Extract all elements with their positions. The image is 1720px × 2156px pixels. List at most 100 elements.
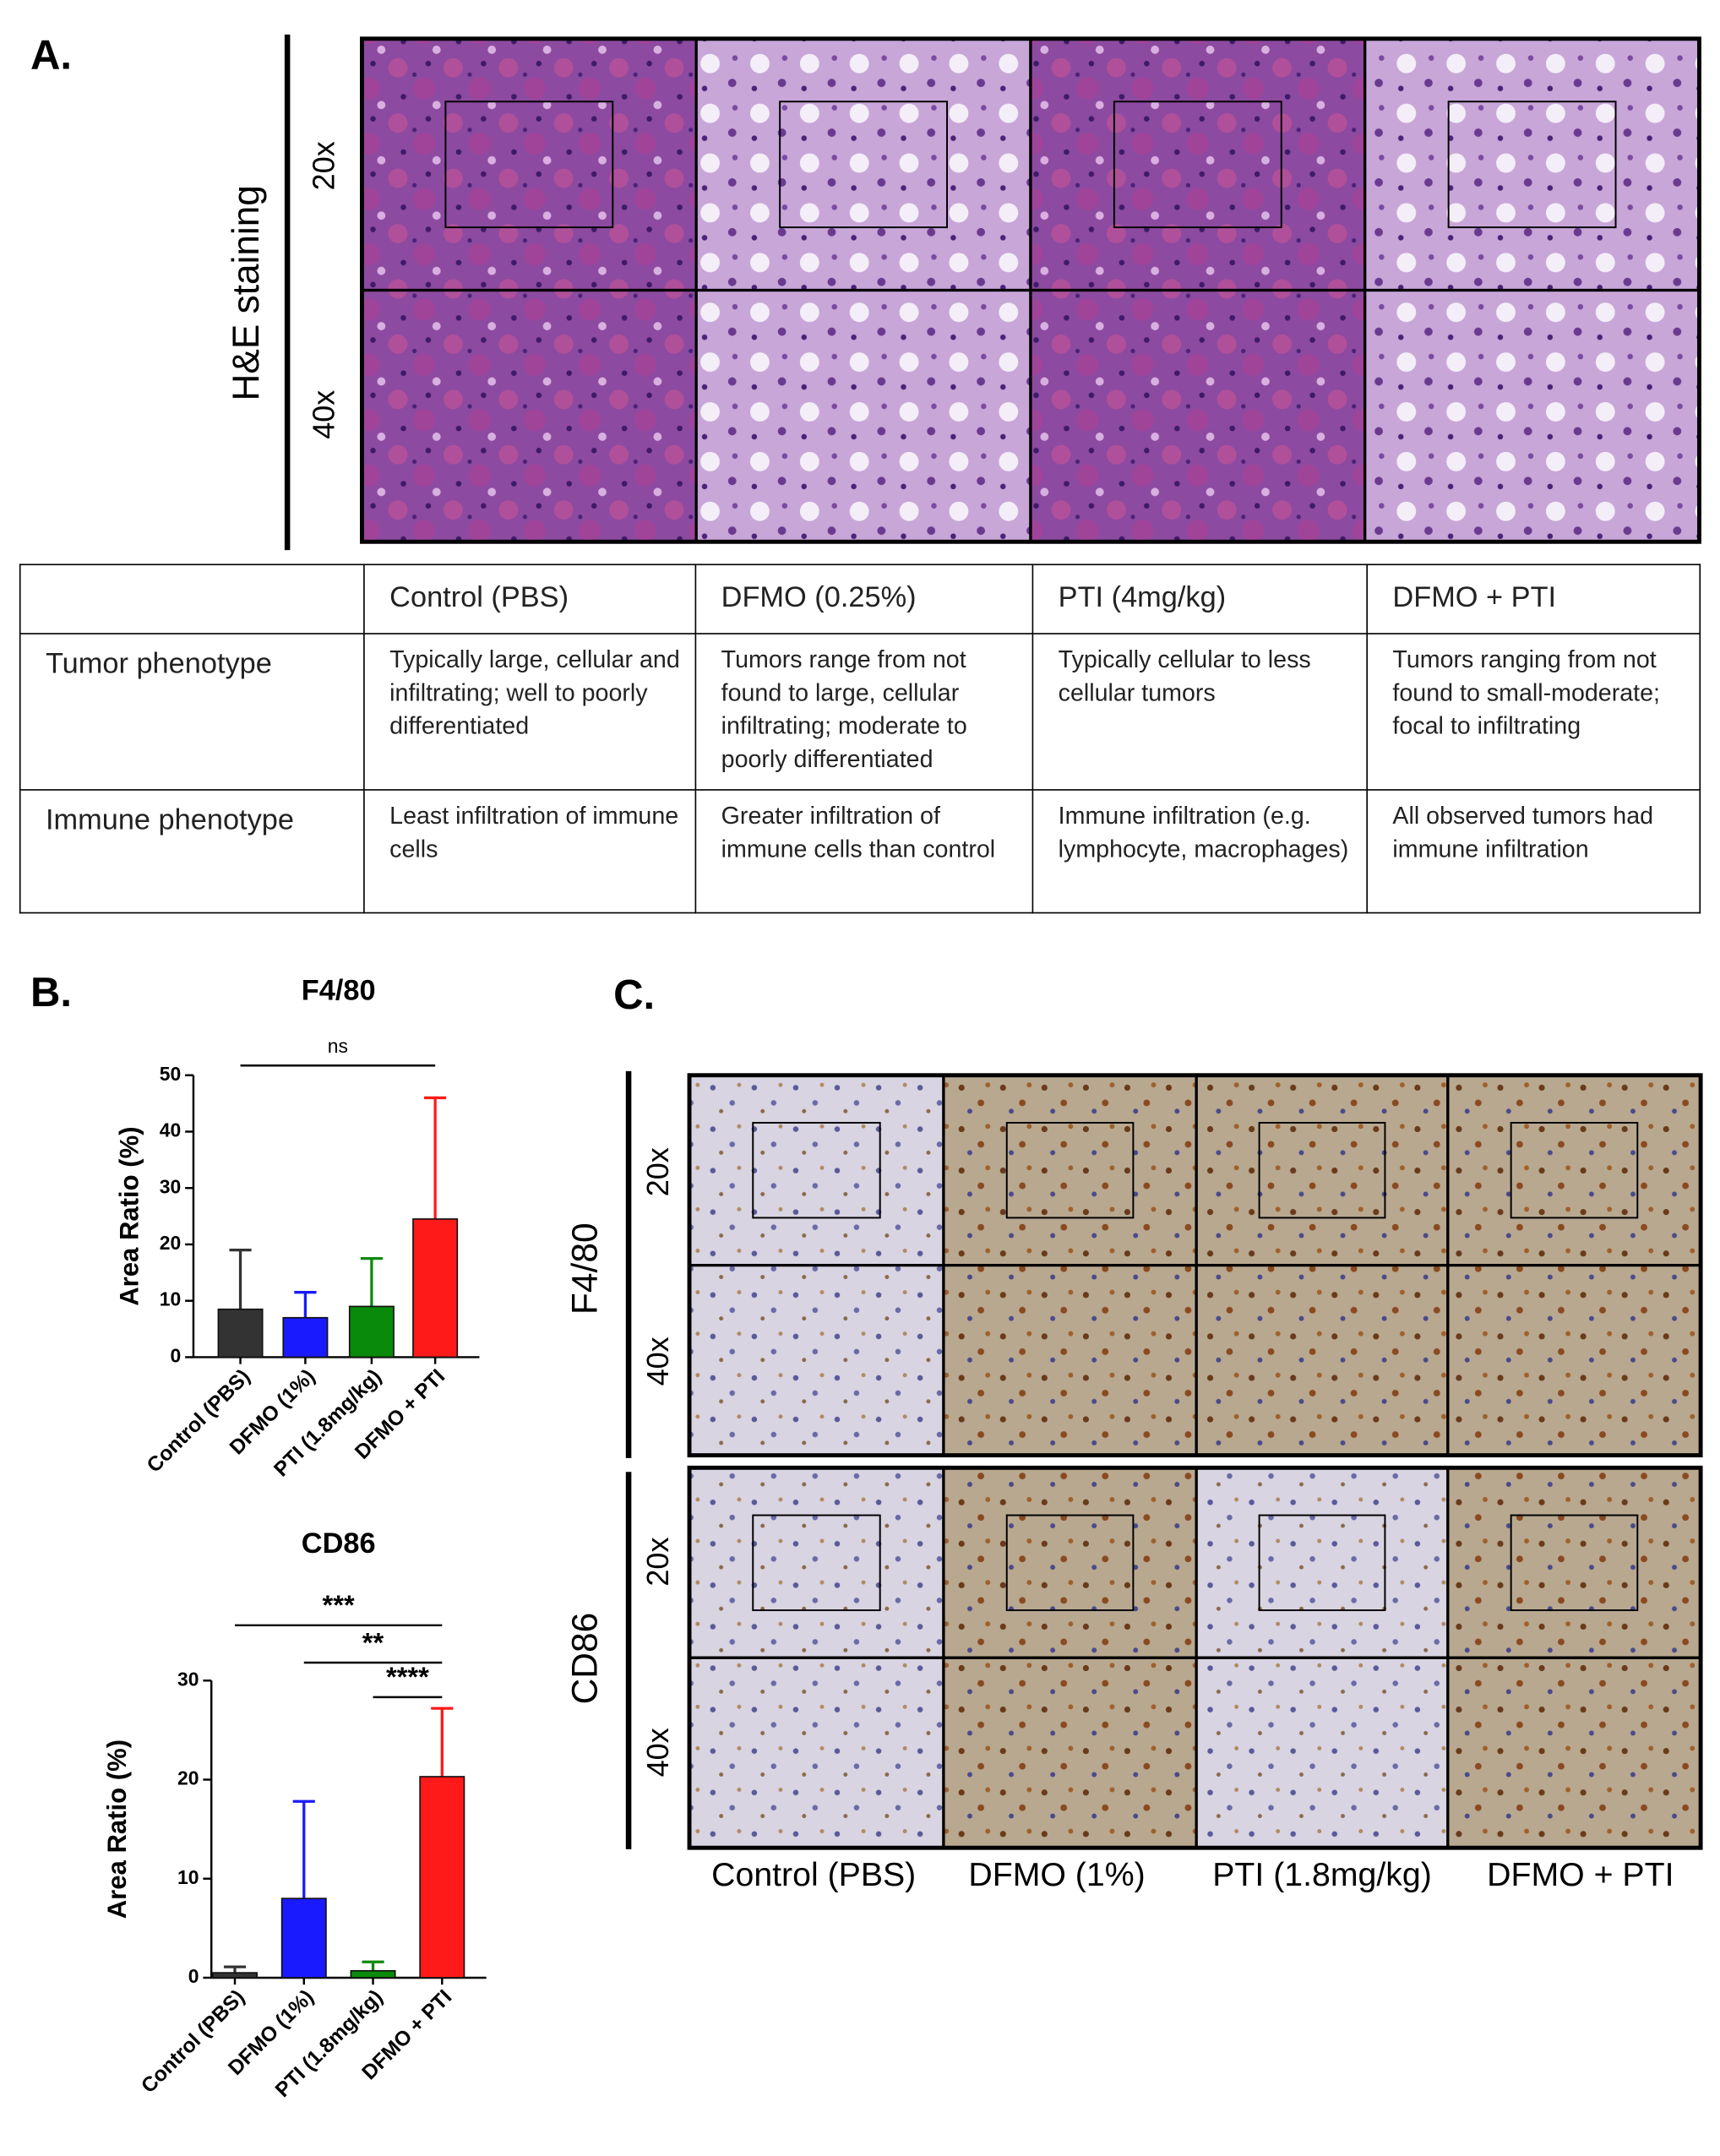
table-header-cell: PTI (4mg/kg): [1031, 564, 1368, 634]
error-bar: [431, 1707, 454, 1777]
bar: [350, 1969, 396, 1979]
bar: [212, 1972, 258, 1979]
micrograph: [942, 1656, 1198, 1849]
y-tick-label: 0: [170, 1344, 181, 1366]
micrograph: [1446, 1074, 1702, 1267]
table-cell: Typically large, cellular and infiltrati…: [363, 633, 697, 791]
micrograph: [1195, 1264, 1450, 1457]
bar: [348, 1305, 395, 1358]
magnification: 20x: [306, 141, 340, 190]
error-bar: [294, 1291, 317, 1318]
inset-box: [1258, 1121, 1386, 1219]
table-cell: Immune infiltration (e.g. lymphocyte, ma…: [1031, 789, 1368, 914]
table-cell: All observed tumors had immune infiltrat…: [1366, 789, 1701, 914]
micrograph: [942, 1264, 1198, 1457]
table-header: Control (PBS) DFMO (0.25%) PTI (4mg/kg) …: [19, 564, 1701, 634]
row-header: Tumor phenotype: [19, 633, 365, 791]
error-bar: [424, 1096, 447, 1219]
micrograph: [942, 1074, 1198, 1267]
x-tick-label: Control (PBS): [137, 1985, 249, 2098]
table-header-cell: Control (PBS): [363, 564, 697, 634]
micrograph: [694, 37, 1032, 292]
micrograph: [360, 288, 698, 543]
table-cell: Tumors ranging from not found to small-m…: [1366, 633, 1701, 791]
micrograph: [1195, 1074, 1450, 1267]
marker-label: F4/80: [565, 1222, 605, 1315]
table-cell: Tumors range from not found to large, ce…: [694, 633, 1034, 791]
micrograph: [1029, 288, 1367, 543]
error-bar: [229, 1249, 252, 1309]
row-header: Immune phenotype: [19, 789, 365, 914]
panel-label: B.: [30, 970, 72, 1015]
micrograph: [942, 1466, 1198, 1659]
y-tick-label: 30: [160, 1175, 181, 1197]
significance-label: ***: [323, 1589, 355, 1620]
micrograph: [1446, 1264, 1702, 1457]
group-label: Control (PBS): [711, 1856, 916, 1893]
micrograph: [694, 288, 1032, 543]
micrograph-frame: [687, 1465, 1703, 1850]
y-tick-label: 30: [177, 1668, 199, 1690]
table-row: Immune phenotype Least infiltration of i…: [19, 789, 1701, 914]
table-row: Tumor phenotype Typically large, cellula…: [19, 633, 1701, 791]
y-tick-label: 40: [160, 1119, 181, 1141]
inset-box: [1510, 1121, 1639, 1219]
bar: [419, 1776, 465, 1979]
inset-box: [1113, 101, 1282, 229]
micrograph: [360, 37, 698, 292]
inset-box: [1005, 1121, 1135, 1219]
marker-label: CD86: [565, 1613, 605, 1705]
y-axis-label: Area Ratio (%): [115, 1126, 144, 1305]
micrograph: [1029, 37, 1367, 292]
magnification: 40x: [306, 390, 340, 439]
table-corner: [19, 564, 365, 634]
micrograph: [688, 1074, 945, 1267]
error-bar: [292, 1799, 315, 1899]
magnification: 40x: [640, 1337, 675, 1386]
group-label: DFMO (1%): [968, 1856, 1145, 1893]
significance-label: **: [362, 1626, 384, 1658]
micrograph: [1446, 1466, 1702, 1659]
micrograph: [1195, 1466, 1450, 1659]
y-tick-label: 20: [160, 1232, 181, 1254]
panel-label: A.: [30, 33, 72, 79]
significance-label: ****: [386, 1661, 429, 1692]
micrograph: [1363, 37, 1701, 292]
bar: [217, 1308, 264, 1358]
phenotype-table: Control (PBS) DFMO (0.25%) PTI (4mg/kg) …: [19, 564, 1701, 914]
micrograph: [1446, 1656, 1702, 1849]
table-cell: Least infiltration of immune cells: [363, 789, 697, 914]
stain-label: H&E staining: [226, 185, 267, 400]
inset-box: [752, 1121, 881, 1219]
micrograph: [688, 1264, 945, 1457]
magnification: 40x: [640, 1728, 675, 1777]
table-header-cell: DFMO (0.25%): [694, 564, 1034, 634]
inset-box: [444, 101, 614, 229]
inset-box: [1258, 1514, 1386, 1612]
y-tick-label: 10: [160, 1288, 181, 1310]
magnification: 20x: [640, 1147, 675, 1196]
table-cell: Greater infiltration of immune cells tha…: [694, 789, 1034, 914]
table-header-cell: DFMO + PTI: [1366, 564, 1701, 634]
bar: [412, 1218, 459, 1358]
y-tick-label: 50: [160, 1063, 181, 1085]
chart-title: CD86: [302, 1527, 376, 1560]
inset-box: [1447, 101, 1617, 229]
group-label: PTI (1.8mg/kg): [1212, 1856, 1432, 1893]
group-label: DFMO + PTI: [1487, 1856, 1674, 1893]
bar: [280, 1897, 327, 1979]
error-bar: [362, 1960, 384, 1971]
magnification: 20x: [640, 1538, 675, 1587]
micrograph: [688, 1656, 945, 1849]
error-bar: [360, 1257, 383, 1307]
inset-box: [779, 101, 949, 229]
inset-box: [752, 1514, 881, 1612]
x-tick-label: Control (PBS): [143, 1365, 255, 1478]
y-tick-label: 10: [177, 1866, 199, 1888]
y-tick-label: 0: [188, 1965, 199, 1987]
significance-label: ns: [328, 1035, 348, 1057]
micrograph: [1363, 288, 1701, 543]
bar: [282, 1316, 329, 1358]
